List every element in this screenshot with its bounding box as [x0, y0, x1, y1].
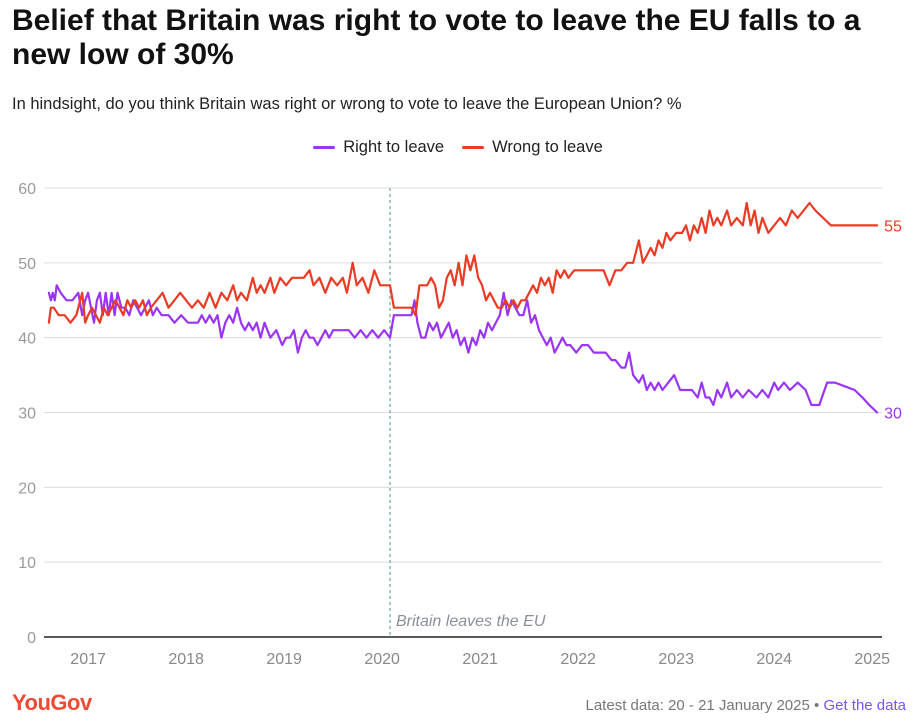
annotation-group: Britain leaves the EU — [389, 188, 546, 637]
x-tick-label: 2021 — [462, 651, 498, 668]
chart-title: Belief that Britain was right to vote to… — [12, 4, 861, 71]
y-tick-label: 0 — [27, 630, 36, 647]
y-tick-label: 10 — [18, 555, 36, 572]
x-tick-label: 2017 — [70, 651, 106, 668]
y-tick-label: 20 — [18, 480, 36, 497]
legend-item-wrong-to-leave[interactable]: Wrong to leave — [462, 138, 603, 157]
x-tick-label: 2019 — [266, 651, 302, 668]
x-tick-label: 2022 — [560, 651, 596, 668]
x-tick-label: 2024 — [756, 651, 792, 668]
annotation-label: Britain leaves the EU — [396, 613, 546, 630]
series-line-wrong-to-leave — [47, 201, 879, 324]
chart-legend: Right to leave Wrong to leave — [0, 138, 916, 157]
x-axis: 2017 2018 2019 2020 2021 2022 2023 2024 2025 — [70, 651, 890, 668]
x-tick-label: 2020 — [364, 651, 400, 668]
yougov-logo: YouGov — [12, 690, 92, 715]
x-tick-label: 2018 — [168, 651, 204, 668]
series-group — [47, 201, 879, 414]
y-tick-label: 40 — [18, 331, 36, 348]
end-label-right: 30 — [884, 406, 902, 423]
footer-note: Latest data: 20 - 21 January 2025 • Get … — [586, 697, 907, 714]
legend-item-right-to-leave[interactable]: Right to leave — [313, 138, 444, 157]
legend-label-right: Right to leave — [343, 138, 445, 156]
legend-label-wrong: Wrong to leave — [492, 138, 603, 156]
y-tick-label: 50 — [18, 256, 36, 273]
y-tick-label: 30 — [18, 406, 36, 423]
get-the-data-link[interactable]: Get the data — [823, 697, 906, 714]
y-tick-label: 60 — [18, 181, 36, 198]
y-axis: 0 10 20 30 40 50 60 — [18, 181, 36, 647]
x-tick-label: 2025 — [854, 651, 890, 668]
end-label-wrong: 55 — [884, 218, 902, 235]
series-line-right-to-leave — [47, 284, 879, 414]
footer-separator: • — [814, 697, 820, 714]
end-labels: 30 55 — [884, 218, 902, 422]
latest-data-text: Latest data: 20 - 21 January 2025 — [585, 697, 810, 714]
legend-swatch-wrong — [462, 146, 485, 149]
x-tick-label: 2023 — [658, 651, 694, 668]
gridlines — [44, 187, 882, 638]
legend-swatch-right — [313, 146, 336, 149]
chart-subtitle: In hindsight, do you think Britain was r… — [12, 95, 682, 113]
